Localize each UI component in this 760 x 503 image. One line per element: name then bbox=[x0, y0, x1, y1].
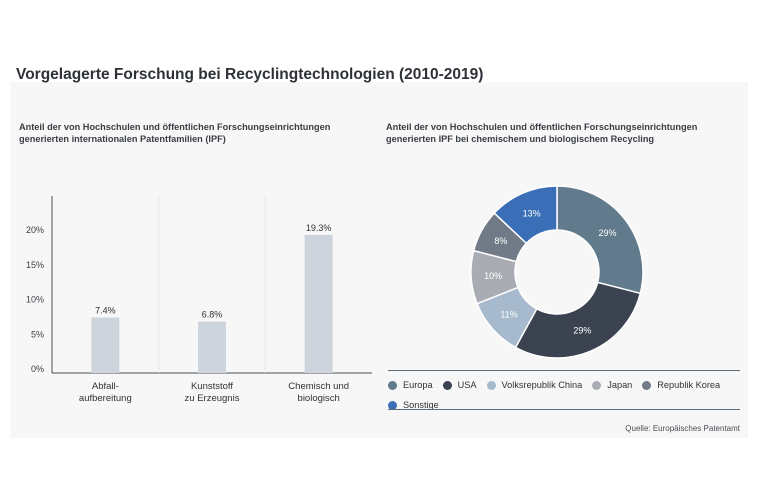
legend-swatch bbox=[442, 380, 452, 390]
y-tick-label: 20% bbox=[26, 225, 44, 235]
x-category-label: aufbereitung bbox=[79, 393, 132, 404]
slice-value-label: 11% bbox=[500, 309, 517, 319]
slice-value-label: 29% bbox=[599, 228, 617, 238]
legend-bottom-rule bbox=[388, 409, 740, 410]
legend-item: Sonstige bbox=[388, 400, 439, 410]
donut-slice bbox=[493, 185, 558, 245]
slice-value-label: 29% bbox=[573, 326, 591, 336]
legend-label: Japan bbox=[607, 380, 633, 390]
legend-swatch bbox=[388, 380, 397, 390]
bar-value-label: 19.3% bbox=[306, 223, 332, 233]
y-tick-label: 5% bbox=[31, 329, 44, 339]
slice-value-label: 10% bbox=[484, 271, 502, 281]
legend-label: Sonstige bbox=[403, 400, 439, 410]
donut-chart-title: Anteil der von Hochschulen und öffentlic… bbox=[386, 122, 698, 144]
page-title: Vorgelagerte Forschung bei Recyclingtech… bbox=[16, 66, 484, 83]
legend-label: Europa bbox=[403, 380, 433, 390]
bar bbox=[198, 321, 226, 373]
donut-legend: Europa USA Volksrepublik China Japan Republi… bbox=[388, 375, 740, 415]
legend-item: Volksrepublik China bbox=[486, 380, 583, 390]
legend-swatch bbox=[592, 380, 602, 390]
legend-top-rule bbox=[388, 370, 740, 371]
y-tick-label: 0% bbox=[31, 364, 44, 374]
source-note: Quelle: Europäisches Patentamt bbox=[625, 424, 740, 433]
legend-label: Volksrepublik China bbox=[501, 380, 583, 390]
legend-label: USA bbox=[457, 380, 477, 390]
y-tick-label: 15% bbox=[26, 260, 44, 270]
legend-row: Europa USA Volksrepublik China Japan Republi… bbox=[388, 375, 740, 395]
y-tick-label: 10% bbox=[26, 295, 44, 305]
legend-swatch bbox=[486, 380, 496, 390]
x-category-label: Kunststoff bbox=[191, 381, 233, 392]
x-category-label: zu Erzeugnis bbox=[185, 393, 240, 404]
x-category-label: biologisch bbox=[298, 393, 340, 404]
x-category-label: Chemisch und bbox=[288, 381, 349, 392]
slice-value-label: 13% bbox=[523, 208, 541, 218]
legend-item: Republik Korea bbox=[642, 380, 720, 390]
legend-item: Japan bbox=[592, 380, 632, 390]
x-category-label: Abfall- bbox=[92, 381, 119, 392]
legend-item: USA bbox=[442, 380, 477, 390]
slice-value-label: 8% bbox=[494, 236, 507, 246]
bar-value-label: 6.8% bbox=[202, 310, 223, 320]
bar bbox=[304, 234, 333, 373]
legend-swatch bbox=[642, 380, 652, 390]
legend-item: Europa bbox=[388, 380, 433, 390]
legend-swatch bbox=[388, 400, 397, 410]
bar-chart-title: Anteil der von Hochschulen und öffentlic… bbox=[19, 122, 331, 144]
bar-value-label: 7.4% bbox=[95, 306, 116, 316]
legend-label: Republik Korea bbox=[657, 380, 721, 390]
bar bbox=[91, 317, 120, 373]
legend-row: Sonstige bbox=[388, 395, 740, 415]
donut-slice bbox=[556, 185, 644, 295]
donut-slice bbox=[514, 281, 642, 359]
